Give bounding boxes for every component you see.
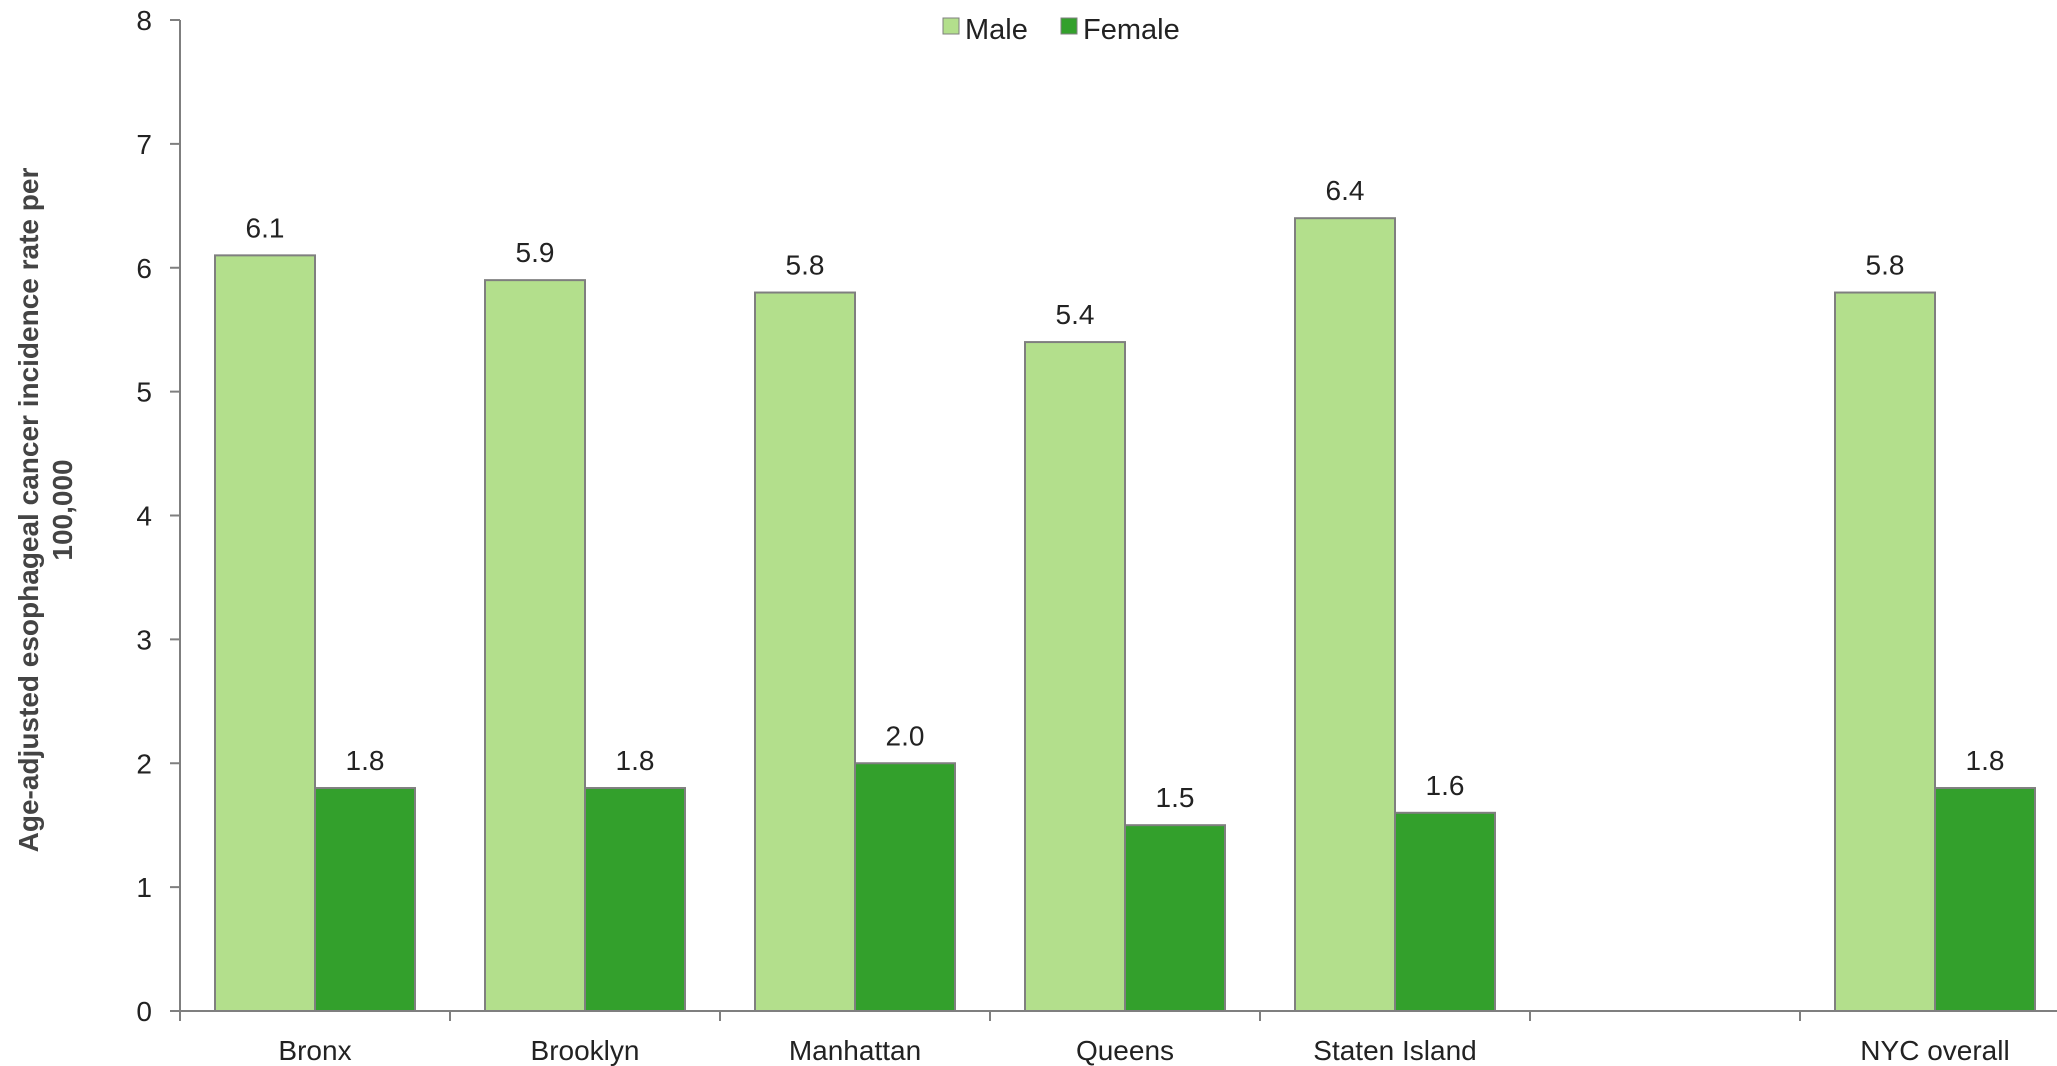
y-tick-label: 2 [136, 748, 152, 779]
bar-female [314, 787, 416, 1013]
bar-female [1934, 787, 2036, 1013]
y-tick-label: 6 [136, 253, 152, 284]
data-label-female: 1.8 [616, 745, 655, 776]
data-label-male: 5.9 [516, 237, 555, 268]
y-tick-label: 4 [136, 501, 152, 532]
legend-label-male: Male [965, 14, 1028, 46]
x-category-label: Staten Island [1313, 1035, 1476, 1066]
bar-female [854, 762, 956, 1012]
data-label-male: 5.8 [1866, 250, 1905, 281]
data-label-male: 6.1 [246, 212, 285, 243]
data-label-female: 2.0 [886, 720, 925, 751]
bar-male [754, 291, 856, 1012]
bar-female [1124, 824, 1226, 1012]
bar-male [1024, 341, 1126, 1012]
y-axis-title-line-2: 100,000 [47, 459, 78, 560]
data-label-male: 5.8 [786, 250, 825, 281]
y-tick-label: 0 [136, 996, 152, 1027]
bar-female [584, 787, 686, 1013]
bar-male [1294, 217, 1396, 1012]
data-labels: 6.1 1.8 5.9 1.8 5.8 2.0 5.4 1.5 6.4 1.6 5.8 1.8 [246, 175, 2005, 813]
y-axis-ticks: 0 1 2 3 4 5 6 7 8 [136, 5, 180, 1027]
data-label-female: 1.8 [346, 745, 385, 776]
x-axis-labels: Bronx Brooklyn Manhattan Queens Staten Islan… [278, 1035, 2009, 1066]
x-category-label: Brooklyn [531, 1035, 640, 1066]
x-category-label: Manhattan [789, 1035, 921, 1066]
bar-female [1394, 811, 1496, 1012]
y-tick-label: 8 [136, 5, 152, 36]
y-tick-label: 7 [136, 129, 152, 160]
bar-male [214, 254, 316, 1013]
legend-swatch-male [942, 17, 960, 35]
data-label-male: 5.4 [1056, 299, 1095, 330]
y-axis-title-line-1: Age-adjusted esophageal cancer incidence… [13, 168, 44, 853]
bar-male [1834, 291, 1936, 1012]
y-tick-label: 1 [136, 872, 152, 903]
y-tick-label: 3 [136, 624, 152, 655]
data-label-female: 1.8 [1966, 745, 2005, 776]
bar-male [484, 279, 586, 1012]
data-label-male: 6.4 [1326, 175, 1365, 206]
x-category-label: Queens [1076, 1035, 1174, 1066]
y-tick-label: 5 [136, 377, 152, 408]
bars [214, 217, 2036, 1013]
x-category-label: NYC overall [1860, 1035, 2009, 1066]
legend: Male Female [942, 14, 1180, 46]
data-label-female: 1.6 [1426, 770, 1465, 801]
legend-label-female: Female [1083, 14, 1180, 46]
x-axis-ticks [179, 1011, 1801, 1021]
y-axis-title: Age-adjusted esophageal cancer incidence… [13, 168, 78, 853]
legend-swatch-female [1060, 17, 1078, 35]
x-category-label: Bronx [278, 1035, 351, 1066]
data-label-female: 1.5 [1156, 782, 1195, 813]
